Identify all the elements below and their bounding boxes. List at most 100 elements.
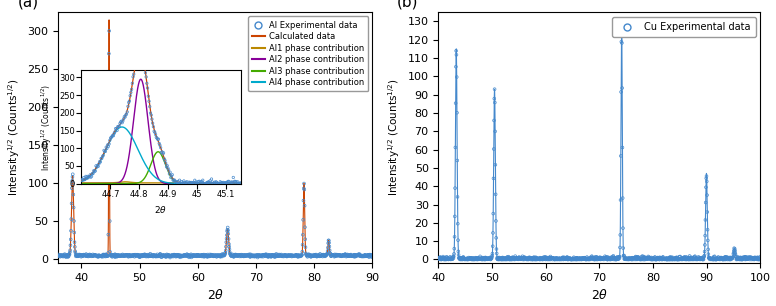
Point (88, 253, 101, 258)
Point (703, 255, 715, 260)
Point (336, 253, 348, 258)
Point (705, 256, 717, 261)
Point (196, 253, 209, 258)
Point (504, 256, 517, 260)
Point (524, 256, 536, 261)
Point (78, 177, 91, 182)
Point (129, 66, 141, 71)
Point (217, 253, 230, 258)
Point (178, 253, 191, 258)
Point (123, 100, 135, 105)
Point (731, 256, 743, 261)
Point (332, 253, 345, 258)
Point (488, 96, 501, 101)
Point (334, 253, 346, 258)
Point (58, 252, 71, 257)
Point (180, 253, 192, 258)
Point (716, 256, 729, 261)
Point (277, 253, 289, 258)
Point (593, 256, 605, 261)
Point (65, 217, 78, 222)
Point (306, 253, 318, 258)
Point (167, 252, 179, 257)
Point (253, 253, 265, 258)
Point (502, 256, 514, 261)
Point (465, 256, 477, 261)
Point (140, 253, 153, 258)
Point (631, 257, 643, 262)
Point (295, 253, 307, 258)
Point (679, 257, 691, 262)
Point (120, 253, 132, 258)
Point (287, 254, 300, 259)
Point (510, 256, 522, 261)
Point (319, 253, 331, 258)
Point (736, 257, 749, 262)
Point (326, 252, 338, 257)
Point (201, 180, 213, 185)
Point (471, 256, 483, 261)
Point (645, 255, 657, 260)
Point (614, 254, 626, 259)
Point (188, 252, 200, 257)
Point (521, 256, 533, 261)
Point (540, 256, 553, 261)
Point (87, 252, 99, 257)
Point (101, 254, 113, 259)
Point (135, 253, 147, 258)
Point (222, 231, 234, 236)
Point (69, 250, 81, 255)
Point (573, 256, 585, 260)
Point (57, 253, 69, 258)
Point (536, 256, 549, 260)
Point (599, 256, 611, 260)
Point (448, 246, 460, 251)
Point (366, 254, 379, 259)
Point (133, 253, 146, 258)
Point (97, 252, 109, 257)
Point (753, 256, 766, 261)
Point (197, 253, 210, 258)
Point (589, 254, 601, 259)
Point (55, 253, 68, 258)
Point (618, 253, 630, 258)
Point (444, 256, 456, 261)
Point (256, 252, 268, 257)
Point (563, 257, 576, 262)
Point (355, 253, 367, 258)
Point (232, 253, 244, 258)
Point (586, 254, 598, 259)
Point (165, 175, 177, 180)
Point (265, 254, 278, 259)
Point (171, 252, 184, 257)
Point (459, 257, 471, 262)
Point (722, 256, 734, 261)
Point (115, 119, 127, 124)
Point (494, 256, 507, 261)
Point (110, 253, 123, 258)
Point (556, 256, 569, 260)
Point (668, 256, 681, 261)
Point (685, 256, 698, 261)
Point (152, 253, 165, 258)
Point (363, 252, 376, 257)
Point (741, 256, 753, 261)
Point (348, 252, 361, 257)
Point (636, 254, 649, 259)
Point (132, 48, 144, 53)
Point (311, 254, 324, 259)
Point (675, 257, 688, 262)
Point (248, 253, 261, 258)
Point (366, 254, 379, 259)
Point (73, 253, 85, 258)
Point (70, 253, 82, 258)
Point (65, 228, 78, 233)
Point (488, 118, 501, 123)
Point (196, 254, 208, 259)
Point (532, 256, 545, 261)
Point (228, 254, 241, 259)
Point (176, 181, 189, 186)
Point (741, 255, 753, 260)
Point (610, 257, 622, 262)
Point (743, 256, 755, 261)
